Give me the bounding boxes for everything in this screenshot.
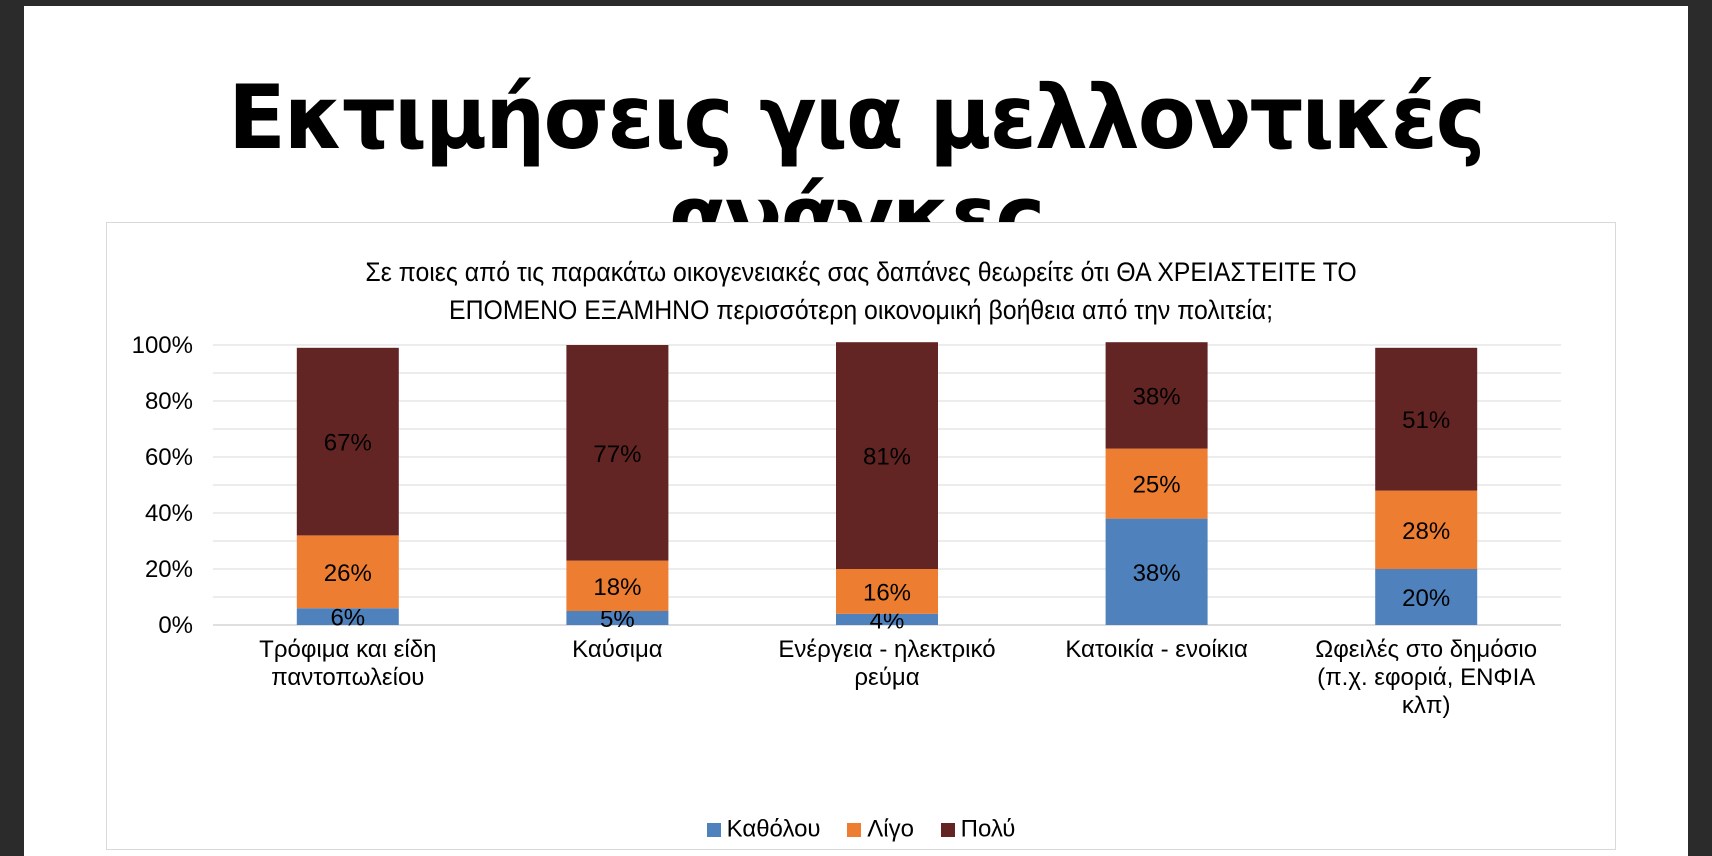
legend-item-little: Λίγο	[847, 815, 914, 844]
bar-segment	[566, 611, 669, 625]
bar-segment	[1375, 347, 1478, 491]
data-label: 26%	[324, 560, 372, 587]
legend-swatch-none	[706, 822, 721, 837]
bar-segment	[566, 560, 669, 611]
x-category-label: Κατοικία - ενοίκια	[1065, 636, 1248, 663]
x-category-label: Ωφειλές στο δημόσιο	[1315, 636, 1537, 663]
data-label: 51%	[1402, 407, 1450, 434]
bar-segment	[836, 613, 938, 625]
bar-segment	[296, 347, 399, 536]
data-label: 18%	[593, 574, 641, 601]
data-label: 38%	[1133, 383, 1181, 410]
slide-title: Εκτιμήσεις για μελλοντικές ανάγκες	[228, 66, 1486, 269]
data-label: 77%	[593, 441, 641, 468]
x-category-label: παντοπωλείου	[271, 664, 424, 691]
x-category-label: κλπ)	[1402, 692, 1451, 719]
legend-swatch-much	[940, 822, 955, 837]
bar-segment	[1105, 448, 1208, 519]
legend-swatch-little	[847, 822, 862, 837]
x-category-label: Ενέργεια - ηλεκτρικό	[778, 636, 995, 663]
legend-item-much: Πολύ	[940, 815, 1016, 844]
bar-segment	[836, 342, 938, 569]
bar-segment	[296, 608, 399, 625]
bar-segment	[1375, 490, 1478, 569]
y-tick-label: 40%	[145, 500, 193, 527]
y-tick-label: 60%	[145, 444, 193, 471]
bar-segment	[1375, 569, 1478, 625]
bar-segment	[296, 535, 399, 609]
legend-label-much: Πολύ	[960, 815, 1016, 843]
x-category-label: (π.χ. εφοριά, ΕΝΦΙΑ	[1317, 664, 1535, 691]
data-label: 25%	[1133, 472, 1181, 499]
legend-label-none: Καθόλου	[726, 815, 821, 843]
stacked-bar-chart: 0% 20% 40% 60% 80% 100% 6% 26% 67% Τρόφιμα και εί…	[132, 332, 1561, 719]
slide: Εκτιμήσεις για μελλοντικές ανάγκες Σε πο…	[24, 6, 1688, 856]
data-label: 67%	[324, 430, 372, 457]
bar-segment	[1105, 518, 1208, 625]
chart-frame: Σε ποιες από τις παρακάτω οικογενειακές …	[106, 222, 1616, 850]
data-label: 38%	[1133, 560, 1181, 587]
bar-segment	[836, 569, 938, 614]
x-category-label: ρεύμα	[854, 664, 919, 691]
data-label: 6%	[330, 605, 365, 632]
chart-legend: Καθόλου Λίγο Πολύ	[107, 815, 1615, 844]
legend-label-little: Λίγο	[867, 815, 914, 843]
chart-title-line-1: Σε ποιες από τις παρακάτω οικογενειακές …	[365, 257, 1357, 287]
y-tick-label: 100%	[132, 332, 193, 359]
legend-item-none: Καθόλου	[706, 815, 821, 844]
y-tick-label: 0%	[158, 612, 193, 639]
y-tick-label: 80%	[145, 388, 193, 415]
data-label: 16%	[863, 579, 911, 606]
data-label: 81%	[863, 444, 911, 471]
data-label: 28%	[1402, 518, 1450, 545]
bar-segment	[1105, 342, 1208, 449]
x-category-label: Καύσιμα	[572, 636, 663, 663]
bar-segment	[566, 345, 669, 561]
chart-title: Σε ποιες από τις παρακάτω οικογενειακές …	[167, 253, 1554, 329]
data-label: 20%	[1402, 585, 1450, 612]
chart-title-line-2: ΕΠΟΜΕΝΟ ΕΞΑΜΗΝΟ περισσότερη οικονομική β…	[448, 295, 1273, 325]
y-tick-label: 20%	[145, 556, 193, 583]
x-category-label: Τρόφιμα και είδη	[259, 636, 436, 663]
